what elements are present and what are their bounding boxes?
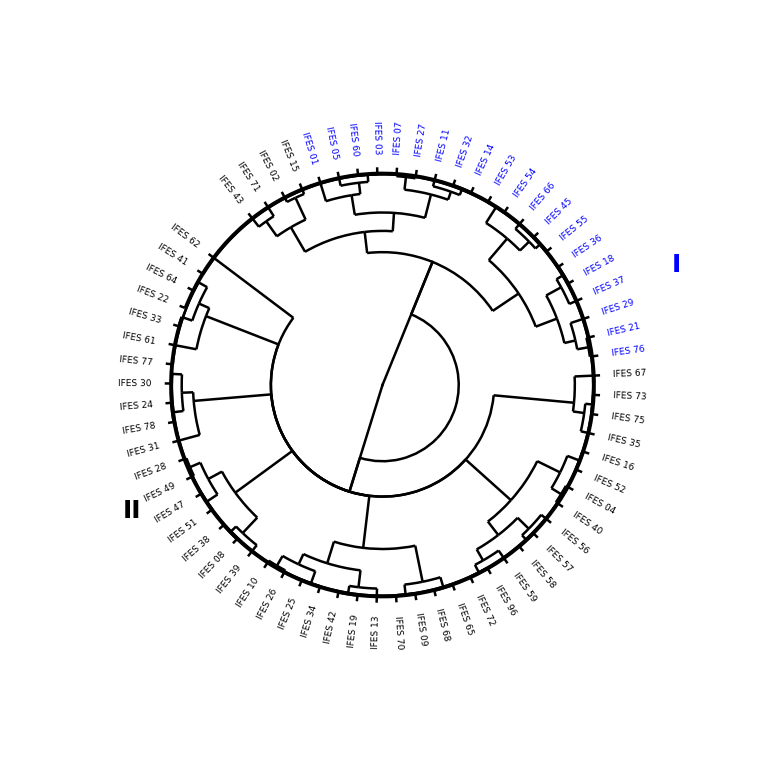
- Text: IFES 05: IFES 05: [324, 126, 340, 160]
- Text: IFES 32: IFES 32: [455, 135, 475, 169]
- Text: IFES 61: IFES 61: [122, 331, 157, 346]
- Text: IFES 02: IFES 02: [256, 149, 280, 182]
- Text: IFES 40: IFES 40: [571, 511, 604, 537]
- Text: IFES 30: IFES 30: [118, 379, 151, 388]
- Text: IFES 54: IFES 54: [512, 166, 539, 199]
- Text: IFES 96: IFES 96: [493, 583, 518, 617]
- Text: IFES 75: IFES 75: [610, 412, 645, 426]
- Text: IFES 27: IFES 27: [415, 123, 428, 158]
- Text: IFES 38: IFES 38: [181, 534, 213, 563]
- Text: IFES 58: IFES 58: [529, 558, 557, 590]
- Text: IFES 01: IFES 01: [301, 131, 319, 166]
- Text: IFES 55: IFES 55: [558, 215, 591, 243]
- Text: IFES 36: IFES 36: [571, 234, 604, 260]
- Text: IFES 59: IFES 59: [511, 571, 538, 604]
- Text: IFES 34: IFES 34: [300, 604, 318, 638]
- Text: IFES 71: IFES 71: [236, 160, 262, 193]
- Text: IFES 53: IFES 53: [494, 154, 519, 187]
- Text: IFES 16: IFES 16: [601, 454, 635, 473]
- Text: IFES 03: IFES 03: [372, 121, 381, 154]
- Text: IFES 49: IFES 49: [142, 481, 177, 504]
- Text: IFES 13: IFES 13: [371, 616, 381, 649]
- Text: IFES 37: IFES 37: [592, 276, 627, 297]
- Text: IFES 43: IFES 43: [216, 174, 244, 206]
- Text: IFES 11: IFES 11: [435, 128, 452, 162]
- Text: IFES 72: IFES 72: [474, 593, 496, 627]
- Text: IFES 15: IFES 15: [278, 139, 299, 173]
- Text: I: I: [672, 253, 681, 277]
- Text: IFES 31: IFES 31: [126, 441, 161, 459]
- Text: IFES 21: IFES 21: [607, 321, 641, 337]
- Text: IFES 67: IFES 67: [613, 369, 646, 380]
- Text: IFES 14: IFES 14: [475, 143, 497, 177]
- Text: IFES 47: IFES 47: [154, 500, 187, 525]
- Text: IFES 73: IFES 73: [613, 391, 646, 402]
- Text: IFES 76: IFES 76: [610, 345, 645, 358]
- Text: IFES 18: IFES 18: [583, 254, 617, 278]
- Text: IFES 45: IFES 45: [545, 197, 575, 227]
- Text: IFES 42: IFES 42: [323, 610, 339, 644]
- Text: IFES 60: IFES 60: [347, 122, 360, 156]
- Text: IFES 41: IFES 41: [155, 242, 189, 267]
- Text: IFES 19: IFES 19: [347, 614, 360, 648]
- Text: IFES 35: IFES 35: [607, 433, 641, 450]
- Text: IFES 28: IFES 28: [133, 462, 168, 482]
- Text: IFES 39: IFES 39: [216, 564, 243, 596]
- Text: IFES 70: IFES 70: [393, 615, 404, 649]
- Text: IFES 62: IFES 62: [169, 223, 201, 249]
- Text: IFES 65: IFES 65: [455, 601, 474, 636]
- Text: IFES 77: IFES 77: [119, 354, 153, 367]
- Text: IFES 22: IFES 22: [135, 285, 169, 305]
- Text: IFES 09: IFES 09: [414, 612, 428, 647]
- Text: IFES 51: IFES 51: [167, 517, 199, 544]
- Text: IFES 78: IFES 78: [122, 421, 156, 436]
- Text: IFES 10: IFES 10: [235, 577, 261, 609]
- Text: IFES 24: IFES 24: [119, 400, 153, 412]
- Text: II: II: [123, 499, 142, 524]
- Text: IFES 66: IFES 66: [529, 181, 557, 213]
- Text: IFES 56: IFES 56: [558, 527, 590, 556]
- Text: IFES 57: IFES 57: [544, 544, 575, 574]
- Text: IFES 25: IFES 25: [278, 597, 298, 631]
- Text: IFES 26: IFES 26: [256, 588, 279, 621]
- Text: IFES 08: IFES 08: [197, 550, 227, 581]
- Text: IFES 29: IFES 29: [601, 298, 635, 317]
- Text: IFES 64: IFES 64: [144, 263, 178, 286]
- Text: IFES 52: IFES 52: [592, 474, 627, 495]
- Text: IFES 04: IFES 04: [583, 492, 616, 517]
- Text: IFES 68: IFES 68: [435, 608, 451, 642]
- Text: IFES 07: IFES 07: [393, 121, 405, 155]
- Text: IFES 33: IFES 33: [127, 307, 162, 326]
